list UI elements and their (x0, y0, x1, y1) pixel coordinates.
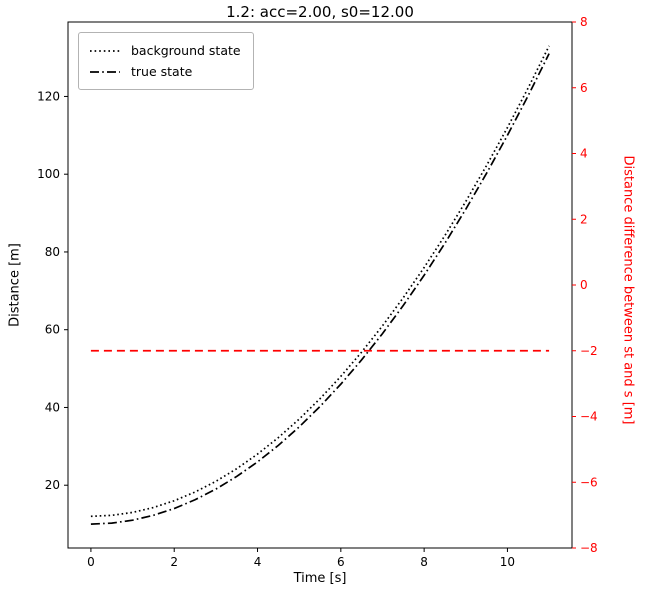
legend-item-true-state: true state (88, 61, 241, 82)
y-left-tick-label: 20 (45, 478, 60, 492)
x-tick-label: 4 (254, 555, 262, 569)
series-dotted-line (90, 45, 550, 518)
x-tick-label: 2 (170, 555, 178, 569)
y-right-tick-label: 2 (580, 212, 588, 226)
legend-item-background-state: background state (88, 40, 241, 61)
chart-title: 1.2: acc=2.00, s0=12.00 (226, 3, 414, 21)
y-right-tick-label: 8 (580, 15, 588, 29)
y-left-tick-label: 120 (37, 89, 60, 103)
y-left-tick-label: 100 (37, 167, 60, 181)
plot-border (67, 21, 573, 549)
x-tick-label: 8 (420, 555, 428, 569)
legend-label: background state (131, 43, 241, 58)
legend-label: true state (131, 64, 193, 79)
y-axis-label-left: Distance [m] (7, 243, 23, 327)
legend: background state true state (78, 32, 254, 90)
x-tick-label: 10 (500, 555, 515, 569)
x-axis-label: Time [s] (293, 571, 347, 586)
y-right-tick-label: 6 (580, 81, 588, 95)
series-dashdot-line (90, 53, 550, 525)
y-right-tick-label: −4 (580, 410, 598, 424)
y-right-tick-label: −6 (580, 475, 598, 489)
y-left-tick-label: 40 (45, 400, 60, 414)
y-right-tick-label: −2 (580, 344, 598, 358)
y-right-tick-label: −8 (580, 541, 598, 555)
dotted-line-sample-icon (90, 49, 120, 52)
x-tick-label: 6 (337, 555, 345, 569)
y-left-tick-label: 80 (45, 245, 60, 259)
dashdot-line-sample-icon (90, 70, 120, 73)
y-axis-label-right: Distance difference between st and s [m] (620, 155, 636, 425)
y-right-tick-label: 4 (580, 147, 588, 161)
x-tick-label: 0 (87, 555, 95, 569)
y-right-tick-label: 0 (580, 278, 588, 292)
y-left-tick-label: 60 (45, 323, 60, 337)
